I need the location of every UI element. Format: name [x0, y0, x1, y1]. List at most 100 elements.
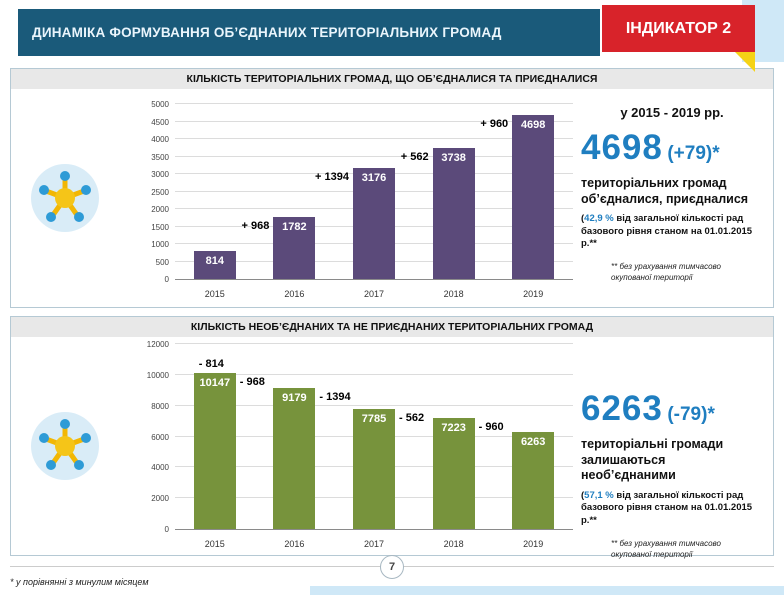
chart-column: 0 500 1000 1500 2000 2500 3000 3500 4000 4500 5000… [119, 89, 579, 307]
bar-2017 [353, 167, 395, 279]
indicator-badge: ІНДИКАТОР 2 [602, 5, 755, 52]
headline-number-line: 4698 (+79)* [581, 128, 763, 168]
y-axis-tick-label: 0 [164, 525, 169, 534]
bar-2018 [432, 417, 475, 529]
x-axis-tick-label: 2018 [443, 289, 464, 299]
panel-joined-body: 0 500 1000 1500 2000 2500 3000 3500 4000 4500 5000… [11, 89, 773, 307]
bar-2017 [353, 408, 395, 529]
bar-2019 [512, 432, 555, 529]
comparison-footnote: * у порівнянні з минулим місяцем [10, 577, 149, 587]
chart-column: 0 2000 4000 6000 8000 10000 12000 10147 2015 9179… [119, 337, 579, 555]
gridline [175, 373, 573, 375]
y-axis-tick-label: 2000 [151, 494, 169, 504]
percentage-value: 42,9 % [584, 213, 614, 225]
big-number-suffix: (-79)* [667, 404, 715, 425]
big-number-suffix: (+79)* [667, 143, 720, 164]
panel-nonjoined-title: КІЛЬКІСТЬ НЕОБ’ЄДНАНИХ ТА НЕ ПРИЄДНАНИХ … [11, 317, 773, 337]
y-axis-tick-label: 500 [155, 257, 169, 267]
joined-communities-chart: 0 500 1000 1500 2000 2500 3000 3500 4000 4500 5000… [151, 100, 573, 299]
icon-column [11, 89, 119, 307]
delta-annotation: - 1394 [319, 390, 351, 403]
percentage-value: 57,1 % [584, 489, 614, 501]
y-axis-tick-label: 4500 [151, 117, 169, 127]
bar-value-label: 10147 [199, 376, 231, 389]
panel-joined-communities: КІЛЬКІСТЬ ТЕРИТОРІАЛЬНИХ ГРОМАД, ЩО ОБ’Є… [10, 68, 774, 308]
paren-open: ( [581, 213, 585, 225]
bar-value-label: 814 [205, 254, 224, 267]
summary-description: територіальних громад об’єдналися, приєд… [581, 176, 749, 206]
delta-annotation: - 814 [198, 357, 224, 370]
y-axis-tick-label: 5000 [151, 100, 169, 109]
bar-2019 [512, 114, 555, 279]
gridline [175, 343, 573, 344]
delta-annotation: - 968 [239, 375, 265, 388]
summary-description: територіальні громади залишаються необ’є… [581, 437, 724, 483]
gridline [175, 155, 573, 157]
bar-value-label: 3738 [441, 152, 466, 165]
percentage-line: (42,9 % від загальної кількості рад базо… [581, 213, 763, 250]
x-axis-tick-label: 2016 [284, 289, 305, 299]
bottom-right-decoration [310, 586, 784, 595]
bar-value-label: 6263 [520, 436, 546, 449]
x-axis-tick-label: 2019 [523, 289, 544, 299]
delta-annotation: + 968 [241, 219, 270, 232]
bar-value-label: 7785 [361, 412, 387, 425]
paren-open: ( [581, 489, 585, 501]
panel-joined-title: КІЛЬКІСТЬ ТЕРИТОРІАЛЬНИХ ГРОМАД, ЩО ОБ’Є… [11, 69, 773, 89]
headline-number-line: 6263 (-79)* [581, 389, 763, 429]
big-number: 6263 [581, 389, 663, 428]
bar-2015 [193, 372, 236, 529]
communities-network-icon [31, 164, 99, 232]
y-axis-tick-label: 10000 [146, 370, 169, 380]
panel-nonjoined-communities: КІЛЬКІСТЬ НЕОБ’ЄДНАНИХ ТА НЕ ПРИЄДНАНИХ … [10, 316, 774, 559]
delta-annotation: + 1394 [315, 170, 349, 183]
badge-fold-decoration [735, 52, 755, 72]
bar-2015 [193, 250, 236, 279]
y-axis-tick-label: 8000 [151, 401, 169, 411]
x-axis-tick-label: 2019 [523, 539, 544, 549]
x-axis-tick-label: 2018 [443, 539, 464, 549]
x-axis-tick-label: 2017 [363, 289, 384, 299]
gridline [175, 120, 573, 122]
y-axis-tick-label: 6000 [151, 432, 169, 442]
y-axis-tick-label: 1000 [151, 240, 169, 249]
x-axis-tick-label: 2015 [204, 289, 225, 299]
panel-nonjoined-body: 0 2000 4000 6000 8000 10000 12000 10147 2015 9179… [11, 337, 773, 559]
bar-value-label: 9179 [282, 391, 307, 404]
bar-2016 [273, 387, 316, 529]
bar-value-label: 4698 [520, 118, 546, 131]
occupied-territory-note: ** без урахування тимчасово окупованої т… [611, 538, 721, 559]
nonjoined-summary-block: 6263 (-79)* територіальні громади залиша… [579, 337, 773, 559]
icon-column [11, 337, 119, 555]
y-axis-tick-label: 4000 [151, 135, 169, 144]
delta-annotation: + 960 [480, 117, 509, 130]
page-number: 7 [380, 555, 404, 579]
delta-annotation: + 562 [400, 151, 429, 164]
percentage-rest: від загальної кількості рад базового рів… [581, 489, 753, 526]
gridline [175, 138, 573, 139]
delta-annotation: - 960 [478, 420, 504, 433]
percentage-line: (57,1 % від загальної кількості рад базо… [581, 490, 763, 527]
y-axis-tick-label: 0 [164, 275, 169, 284]
period-label: у 2015 - 2019 рр. [620, 105, 724, 120]
bar-2016 [273, 216, 316, 279]
gridline [175, 103, 573, 104]
occupied-territory-note: ** без урахування тимчасово окупованої т… [611, 262, 721, 283]
page-number-value: 7 [388, 561, 396, 573]
joined-summary-block: у 2015 - 2019 рр. 4698 (+79)* територіал… [579, 89, 773, 307]
x-axis-tick-label: 2015 [204, 539, 225, 549]
indicator-badge-label: ІНДИКАТОР 2 [625, 19, 732, 37]
delta-annotation: - 562 [399, 411, 425, 424]
y-axis-tick-label: 12000 [146, 340, 169, 349]
percentage-rest: від загальної кількості рад базового рів… [581, 213, 753, 249]
y-axis-tick-label: 3500 [151, 152, 169, 162]
page-title: ДИНАМІКА ФОРМУВАННЯ ОБ’ЄДНАНИХ ТЕРИТОРІА… [32, 25, 502, 40]
y-axis-tick-label: 3000 [151, 170, 169, 179]
bar-value-label: 1782 [282, 220, 307, 233]
y-axis-tick-label: 4000 [151, 463, 169, 473]
header-bar: ДИНАМІКА ФОРМУВАННЯ ОБ’ЄДНАНИХ ТЕРИТОРІА… [18, 9, 600, 56]
x-axis-tick-label: 2016 [284, 539, 305, 549]
big-number: 4698 [581, 128, 663, 167]
y-axis-tick-label: 2000 [151, 205, 169, 214]
communities-network-icon [31, 412, 99, 480]
